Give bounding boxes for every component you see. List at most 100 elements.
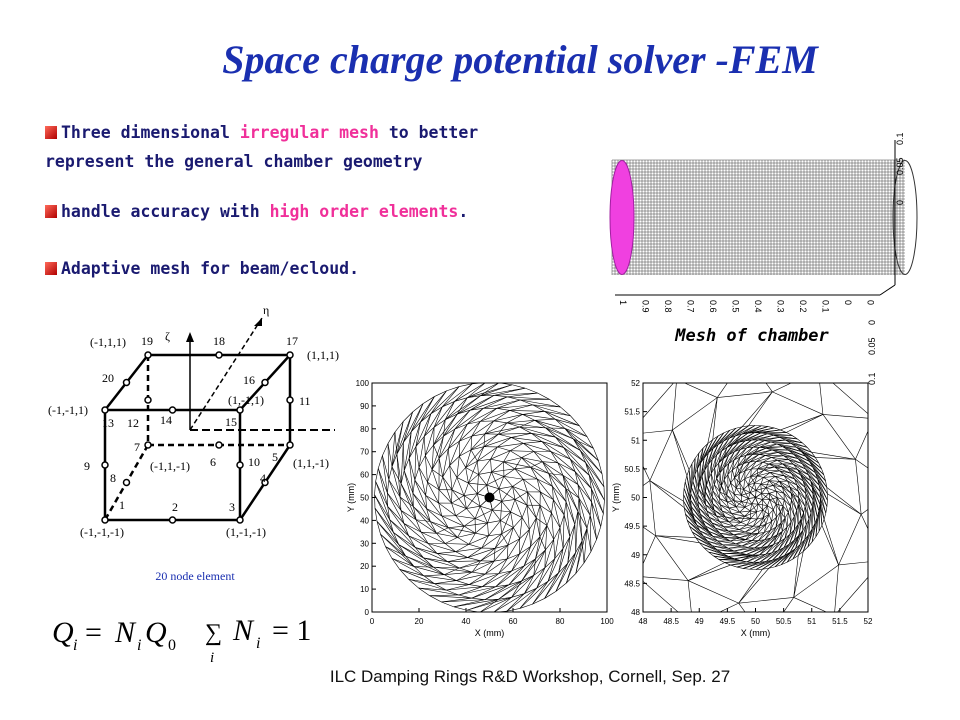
mesh-edge (743, 455, 747, 464)
mesh-edge (574, 511, 579, 525)
mesh-edge (534, 420, 546, 429)
mesh-edge (772, 449, 794, 455)
mesh-edge (583, 456, 613, 506)
mesh-edge (811, 452, 816, 458)
mesh-edge (509, 443, 524, 451)
mesh-edge (706, 485, 713, 498)
mesh-edge (376, 521, 400, 545)
mesh-edge (445, 395, 481, 421)
mesh-edge (585, 462, 605, 501)
mesh-edge (741, 495, 749, 499)
mesh-edge (750, 492, 756, 498)
mesh-edge (700, 513, 716, 529)
mesh-edge (702, 519, 721, 534)
mesh-edge (430, 521, 437, 534)
mesh-edge (522, 414, 556, 420)
mesh-edge (721, 485, 728, 496)
mesh-edge (728, 459, 735, 464)
mesh-edge (533, 558, 536, 576)
mesh-edge (434, 390, 447, 397)
mesh-edge (399, 496, 417, 520)
beam-spot (484, 492, 495, 503)
bullet-text: . (458, 202, 469, 221)
mesh-edge (697, 494, 706, 505)
mesh-edge (739, 533, 752, 538)
mesh-edge (822, 414, 856, 460)
mesh-edge (750, 511, 757, 519)
y-axis-label: Y (mm) (346, 483, 356, 512)
mesh-edge (387, 479, 390, 494)
mesh-edge (722, 510, 732, 514)
mesh-edge (728, 506, 737, 509)
mesh-edge (513, 517, 523, 528)
mesh-edge (744, 476, 751, 480)
mesh-edge (470, 407, 484, 411)
mesh-edge (769, 493, 777, 505)
mesh-edge (456, 580, 470, 585)
axis-tick-label: 0.1 (867, 372, 877, 385)
mesh-edge (783, 455, 803, 464)
mesh-edge (391, 421, 404, 467)
mesh-edge (493, 387, 526, 396)
mesh-edge (820, 497, 825, 520)
mesh-edge (451, 489, 467, 509)
mesh-edge (733, 531, 746, 536)
mesh-edge (763, 517, 767, 525)
corner-label: (1,-1,-1) (226, 525, 266, 539)
mesh-edge (717, 549, 735, 552)
mesh-edge (734, 477, 740, 483)
mesh-edge (408, 422, 421, 459)
mesh-edge (455, 551, 468, 558)
mesh-edge (484, 426, 520, 435)
mesh-edge (708, 516, 720, 522)
equation-part: i (73, 637, 77, 654)
node-label: 12 (127, 416, 139, 430)
mesh-edge (770, 517, 777, 531)
node (215, 441, 223, 449)
mesh-edge (424, 455, 428, 483)
node-label: 9 (84, 459, 90, 473)
mesh-edge (412, 403, 424, 413)
mesh-edge (735, 487, 742, 496)
mesh-edge (496, 404, 533, 409)
mesh-edge (754, 475, 758, 484)
mesh-edge (780, 522, 783, 532)
mesh-edge (434, 583, 470, 585)
node (168, 406, 177, 414)
mesh-edge (447, 557, 468, 562)
mesh-edge (794, 478, 806, 494)
corner-label: (1,1,1) (307, 348, 339, 362)
mesh-edge (703, 547, 723, 554)
mesh-edge (459, 567, 473, 573)
mesh-edge (509, 450, 522, 458)
mesh-edge (471, 420, 494, 437)
mesh-edge (479, 597, 512, 612)
mesh-edge (438, 458, 444, 477)
mesh-edge (770, 521, 772, 531)
mesh-edge (812, 499, 818, 518)
mesh-edge (519, 420, 535, 428)
mesh-edge (492, 501, 502, 511)
mesh-edge (374, 481, 376, 495)
mesh-edge (567, 552, 576, 564)
mesh-edge (770, 526, 777, 531)
mesh-edge (530, 461, 543, 468)
mesh-edge (762, 499, 768, 506)
mesh-edge (463, 493, 478, 496)
mesh-edge (777, 497, 785, 501)
mesh-edge (685, 513, 688, 521)
mesh-edge (832, 383, 868, 415)
mesh-edge (523, 546, 531, 566)
mesh-edge (546, 512, 552, 526)
mesh-edge (457, 537, 470, 545)
mesh-edge (793, 597, 828, 612)
chamber-face (609, 160, 635, 275)
mesh-edge (714, 484, 720, 499)
mesh-edge (533, 549, 546, 576)
mesh-edge (565, 501, 571, 537)
mesh-edge (783, 475, 798, 486)
mesh-edge (770, 526, 777, 538)
mesh-edge (506, 414, 523, 424)
mesh-edge (823, 512, 827, 520)
mesh-edge (797, 491, 806, 507)
